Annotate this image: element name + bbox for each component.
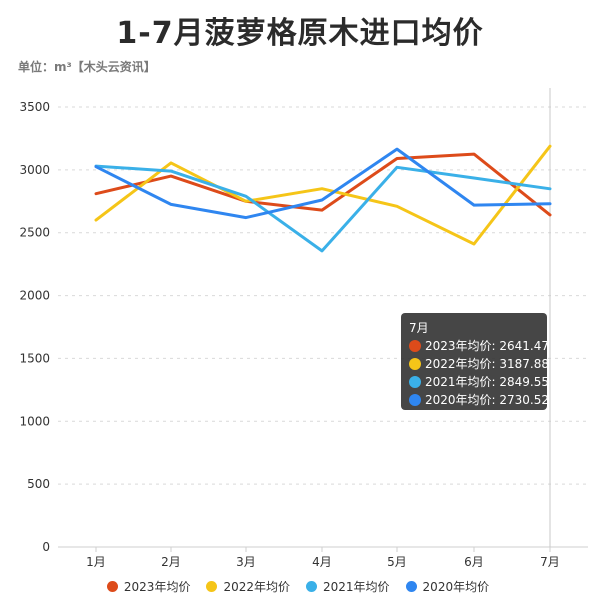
- x-tick-label: 6月: [464, 555, 484, 569]
- unit-label: 单位：m³【木头云资讯】: [18, 60, 156, 74]
- tooltip-row-label: 2021年均价: 2849.55: [425, 375, 550, 389]
- y-tick-label: 3000: [19, 163, 50, 177]
- chart-title: 1-7月菠萝格原木进口均价: [116, 16, 484, 51]
- tooltip-row: 2021年均价: 2849.55: [409, 373, 549, 391]
- series-line: [94, 144, 552, 246]
- tooltip-row: 2023年均价: 2641.47: [409, 337, 549, 355]
- y-tick-label: 3500: [19, 100, 50, 114]
- legend-item-2022[interactable]: 2022年均价: [206, 578, 290, 595]
- legend-label: 2022年均价: [223, 580, 290, 594]
- tooltip-row-label: 2020年均价: 2730.52: [425, 393, 550, 407]
- y-tick-label: 500: [27, 477, 50, 491]
- tooltip-dot-icon: [409, 358, 421, 370]
- y-tick-label: 2500: [19, 226, 50, 240]
- legend-item-2020[interactable]: 2020年均价: [405, 578, 490, 595]
- y-tick-label: 2000: [19, 289, 50, 303]
- x-tick-label: 3月: [236, 555, 256, 569]
- x-tick-label: 5月: [387, 555, 407, 569]
- legend-label: 2020年均价: [422, 580, 490, 594]
- legend-label: 2023年均价: [123, 580, 191, 594]
- tooltip-row-label: 2023年均价: 2641.47: [425, 339, 550, 353]
- legend: 2023年均价 2022年均价 2021年均价 2020年均价: [0, 578, 600, 595]
- x-tick-label: 4月: [312, 555, 332, 569]
- x-tick-label: 7月: [540, 555, 560, 569]
- tooltip: 7月 2023年均价: 2641.47 2022年均价: 3187.88 202…: [401, 313, 549, 410]
- tooltip-row: 2020年均价: 2730.52: [409, 391, 549, 409]
- y-tick-label: 1500: [19, 351, 50, 365]
- tooltip-dot-icon: [409, 376, 421, 388]
- legend-dot-icon: [106, 581, 118, 592]
- legend-item-2023[interactable]: 2023年均价: [106, 578, 191, 595]
- y-tick-label: 0: [42, 540, 50, 554]
- legend-dot-icon: [306, 581, 317, 592]
- legend-dot-icon: [206, 581, 218, 592]
- series-line: [94, 152, 552, 217]
- x-tick-label: 1月: [86, 555, 106, 569]
- tooltip-dot-icon: [409, 340, 421, 352]
- legend-item-2021[interactable]: 2021年均价: [306, 578, 390, 595]
- series-line: [94, 164, 552, 253]
- legend-dot-icon: [405, 581, 417, 592]
- legend-label: 2021年均价: [323, 580, 390, 594]
- x-tick-label: 2月: [161, 555, 181, 569]
- series-line: [94, 147, 552, 220]
- tooltip-dot-icon: [409, 394, 421, 406]
- tooltip-header: 7月: [409, 321, 429, 335]
- y-tick-label: 1000: [19, 414, 50, 428]
- tooltip-row-label: 2022年均价: 3187.88: [425, 357, 550, 371]
- tooltip-row: 2022年均价: 3187.88: [409, 355, 549, 373]
